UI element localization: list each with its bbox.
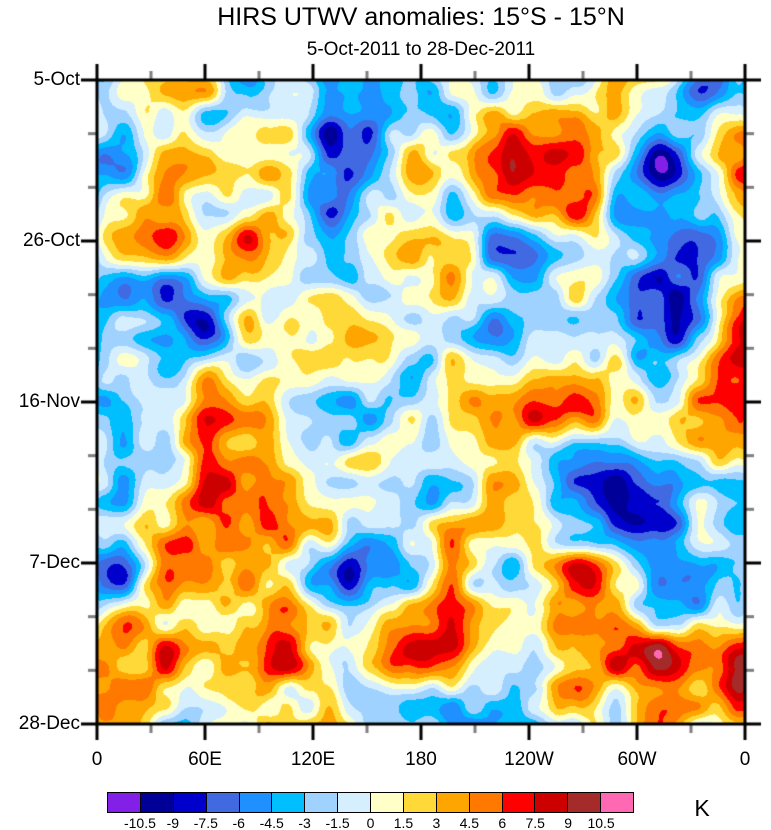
colorbar-cell [568, 793, 602, 812]
colorbar-tick-label: 6 [498, 815, 507, 830]
colorbar-cell [436, 793, 470, 812]
colorbar-cell [305, 793, 339, 812]
colorbar-tick-label: 3 [432, 815, 441, 830]
colorbar-tick-label: -7.5 [193, 815, 218, 830]
colorbar-tick-label: -1.5 [325, 815, 350, 830]
x-tick-label: 60E [188, 749, 222, 770]
y-tick-label: 5-Oct [33, 69, 80, 90]
y-tick-label: 16-Nov [18, 391, 80, 412]
colorbar-tick-label: 1.5 [393, 815, 414, 830]
x-tick-label: 180 [405, 749, 437, 770]
x-tick-label: 0 [739, 749, 751, 770]
colorbar-cell [469, 793, 503, 812]
colorbar-tick-label: -3 [298, 815, 311, 830]
colorbar-cell [371, 793, 404, 812]
colorbar-cell [601, 793, 633, 812]
colorbar-cell [272, 793, 306, 812]
x-tick-label: 120E [290, 749, 336, 770]
colorbar-cell [338, 793, 371, 812]
colorbar [107, 792, 634, 813]
colorbar-units-label: K [694, 795, 710, 821]
y-tick-label: 26-Oct [22, 230, 80, 251]
colorbar-tick-label: 4.5 [459, 815, 480, 830]
y-tick-label: 28-Dec [18, 713, 80, 734]
colorbar-tick-label: 10.5 [587, 815, 615, 830]
colorbar-cell [535, 793, 569, 812]
colorbar-cell [108, 793, 141, 812]
x-tick-label: 120W [504, 749, 554, 770]
colorbar-tick-label: 7.5 [525, 815, 545, 830]
x-tick-label: 60W [617, 749, 657, 770]
colorbar-tick-label: -6 [232, 815, 245, 830]
colorbar-cell [206, 793, 240, 812]
colorbar-tick-label: -10.5 [123, 815, 156, 830]
colorbar-tick-label: -9 [166, 815, 180, 830]
colorbar-tick-label: 0 [366, 815, 375, 830]
colorbar-cell [239, 793, 273, 812]
colorbar-cell [173, 793, 207, 812]
colorbar-cell [403, 793, 437, 812]
colorbar-tick-label: -4.5 [259, 815, 284, 830]
colorbar-cell [140, 793, 174, 812]
colorbar-tick-label: 9 [564, 815, 573, 830]
y-tick-label: 7-Dec [29, 552, 80, 573]
colorbar-cell [502, 793, 536, 812]
x-tick-label: 0 [91, 749, 103, 770]
